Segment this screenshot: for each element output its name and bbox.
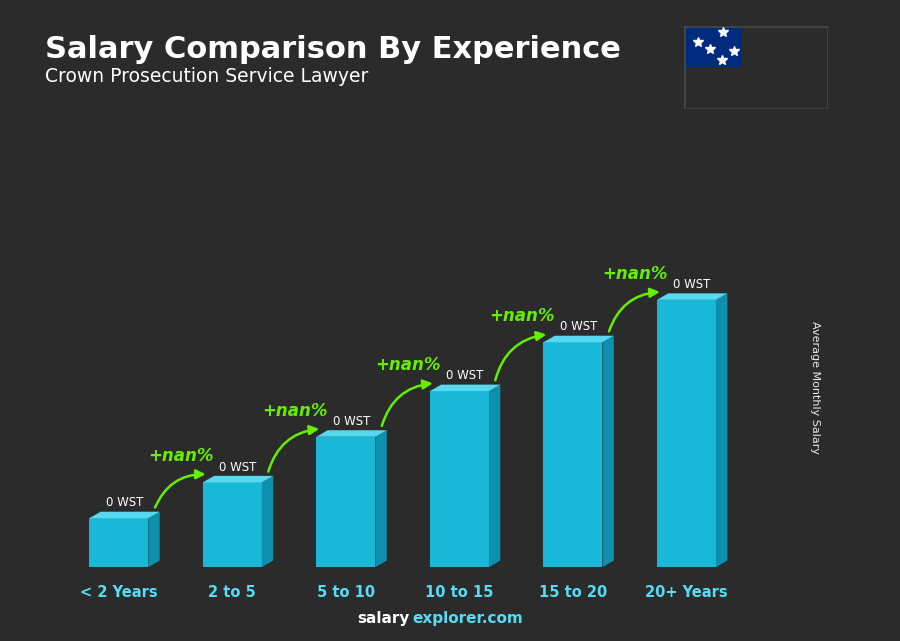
Text: Average Monthly Salary: Average Monthly Salary	[809, 321, 820, 454]
Text: explorer.com: explorer.com	[412, 611, 523, 626]
Polygon shape	[317, 430, 387, 437]
Bar	[657, 300, 716, 567]
Bar	[202, 483, 262, 567]
Text: Crown Prosecution Service Lawyer: Crown Prosecution Service Lawyer	[45, 67, 368, 87]
Polygon shape	[716, 294, 727, 567]
Text: salary: salary	[357, 611, 410, 626]
Text: 0 WST: 0 WST	[673, 278, 711, 291]
Polygon shape	[544, 336, 614, 342]
Bar	[89, 518, 148, 567]
Polygon shape	[262, 476, 274, 567]
Polygon shape	[375, 430, 387, 567]
Text: 0 WST: 0 WST	[446, 369, 484, 382]
Text: 0 WST: 0 WST	[220, 461, 256, 474]
Bar	[684, 26, 742, 67]
Polygon shape	[430, 385, 500, 391]
Polygon shape	[602, 336, 614, 567]
Text: 0 WST: 0 WST	[560, 320, 598, 333]
Polygon shape	[657, 294, 727, 300]
Bar	[430, 391, 489, 567]
Text: +nan%: +nan%	[375, 356, 441, 374]
Polygon shape	[89, 512, 159, 518]
Bar	[317, 437, 375, 567]
Text: +nan%: +nan%	[148, 447, 214, 465]
Bar	[544, 342, 602, 567]
Text: +nan%: +nan%	[489, 307, 554, 325]
Text: 0 WST: 0 WST	[333, 415, 370, 428]
Text: +nan%: +nan%	[603, 265, 668, 283]
Polygon shape	[148, 512, 159, 567]
Polygon shape	[489, 385, 500, 567]
Polygon shape	[202, 476, 274, 483]
Text: +nan%: +nan%	[262, 402, 328, 420]
Text: Salary Comparison By Experience: Salary Comparison By Experience	[45, 35, 621, 64]
Text: 0 WST: 0 WST	[106, 496, 143, 510]
